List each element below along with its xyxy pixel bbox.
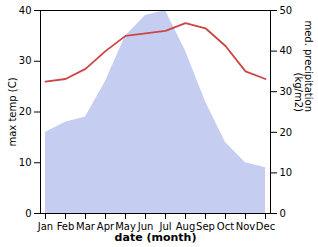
svg-text:med. precipitation(kg/m2): med. precipitation(kg/m2)	[293, 20, 314, 112]
svg-text:30: 30	[280, 86, 293, 97]
html-text:May Jun: May Jun	[115, 220, 154, 232]
svg-text:Sep: Sep	[196, 221, 215, 232]
svg-text:Nov: Nov	[236, 221, 256, 232]
svg-text:20: 20	[280, 127, 293, 138]
svg-text:Oct: Oct	[217, 221, 234, 232]
svg-text:0: 0	[25, 208, 31, 219]
svg-text:20: 20	[19, 106, 32, 117]
svg-text:40: 40	[280, 45, 293, 56]
svg-text:Dec: Dec	[256, 221, 275, 232]
svg-text:10: 10	[19, 157, 32, 168]
html-text:Jul Aug: Jul Aug	[159, 220, 196, 232]
svg-text:10: 10	[280, 167, 293, 178]
svg-text:50: 50	[280, 5, 293, 16]
svg-text:max temp (C): max temp (C)	[7, 77, 18, 146]
svg-text:30: 30	[19, 55, 32, 66]
svg-text:Mar: Mar	[76, 221, 96, 232]
svg-text:Feb: Feb	[57, 221, 75, 232]
svg-text:Apr: Apr	[97, 221, 115, 232]
svg-text:date (month): date (month)	[115, 231, 197, 244]
svg-text:0: 0	[280, 208, 286, 219]
svg-text:40: 40	[19, 5, 32, 16]
svg-text:Jan: Jan	[37, 221, 53, 232]
